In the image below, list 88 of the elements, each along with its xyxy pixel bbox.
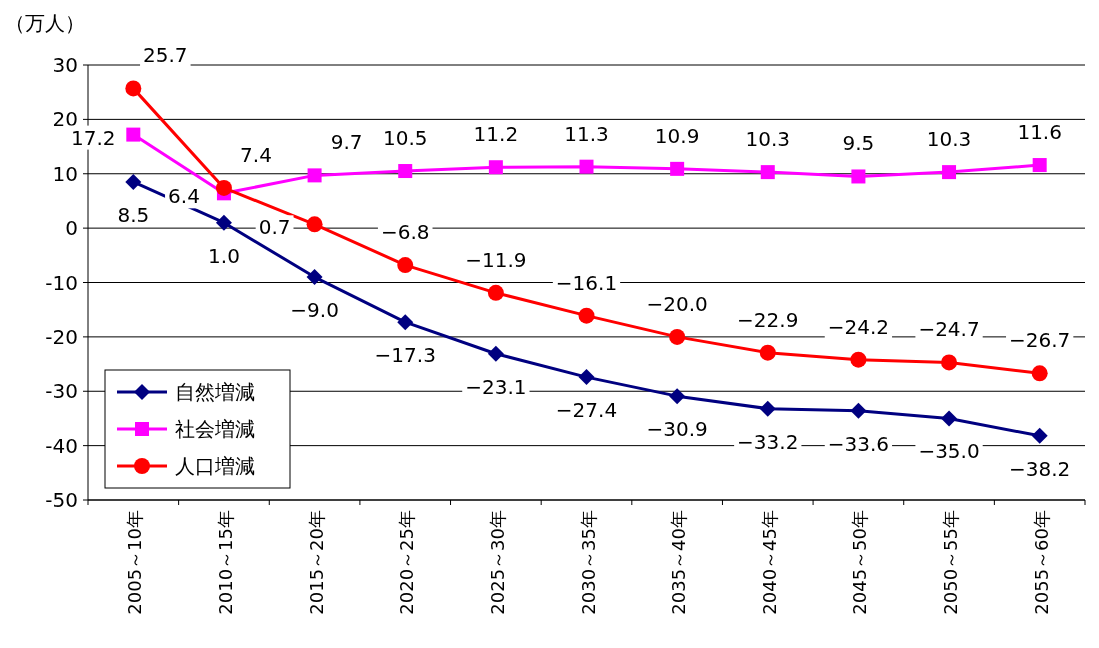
point bbox=[578, 369, 595, 386]
data-label: −26.7 bbox=[1009, 328, 1071, 353]
data-label: −33.6 bbox=[827, 431, 890, 456]
data-label: 9.5 bbox=[842, 131, 875, 156]
point bbox=[306, 269, 323, 286]
y-tick-label: -20 bbox=[45, 324, 78, 349]
data-label: −9.0 bbox=[290, 298, 339, 323]
data-label: 10.3 bbox=[926, 127, 972, 152]
data-label: −38.2 bbox=[1009, 456, 1071, 481]
data-label: 10.9 bbox=[654, 123, 700, 148]
point bbox=[669, 388, 686, 405]
data-label: −23.1 bbox=[465, 374, 527, 399]
y-tick-label: 10 bbox=[52, 161, 78, 186]
point bbox=[670, 161, 685, 176]
y-tick-label: -40 bbox=[45, 433, 78, 458]
point bbox=[851, 169, 866, 184]
point bbox=[578, 307, 595, 324]
x-tick-label: 2010～15年 bbox=[214, 510, 236, 615]
point bbox=[850, 351, 867, 368]
data-label: −33.2 bbox=[737, 429, 799, 454]
y-tick-label: -50 bbox=[45, 488, 78, 512]
y-axis-title: （万人） bbox=[5, 11, 85, 35]
point bbox=[398, 164, 413, 179]
point bbox=[669, 328, 686, 345]
legend-label: 自然増減 bbox=[175, 380, 255, 404]
x-tick-label: 2030～35年 bbox=[577, 510, 599, 615]
point bbox=[760, 165, 775, 180]
y-tick-label: 30 bbox=[52, 53, 78, 77]
data-label: −16.1 bbox=[555, 270, 618, 295]
data-label: 10.5 bbox=[382, 126, 428, 151]
data-label: 11.3 bbox=[564, 121, 609, 146]
point bbox=[488, 160, 503, 175]
data-label: 11.6 bbox=[1017, 120, 1062, 145]
point bbox=[487, 284, 504, 301]
data-label: −11.9 bbox=[465, 247, 527, 272]
data-label: 25.7 bbox=[143, 43, 188, 68]
point bbox=[941, 410, 958, 427]
point bbox=[215, 214, 232, 231]
data-label: −24.2 bbox=[827, 314, 890, 339]
point bbox=[397, 257, 414, 274]
point bbox=[397, 314, 414, 331]
legend-label: 社会増減 bbox=[175, 417, 255, 441]
point bbox=[306, 216, 323, 233]
data-label: −17.3 bbox=[374, 343, 436, 368]
x-tick-label: 2015～20年 bbox=[305, 510, 327, 615]
point bbox=[1031, 427, 1048, 444]
x-tick-label: 2045～50年 bbox=[849, 510, 871, 615]
data-label: −20.0 bbox=[646, 291, 708, 316]
point bbox=[487, 345, 504, 362]
point bbox=[1031, 365, 1048, 382]
data-label: 9.7 bbox=[330, 130, 363, 155]
data-label: 17.2 bbox=[71, 125, 116, 150]
point bbox=[942, 165, 957, 180]
data-label: 0.7 bbox=[258, 215, 291, 240]
data-label: −27.4 bbox=[555, 398, 618, 423]
x-tick-label: 2050～55年 bbox=[940, 510, 962, 615]
point bbox=[850, 402, 867, 419]
x-tick-label: 2055～60年 bbox=[1030, 510, 1052, 615]
point bbox=[941, 354, 958, 371]
data-label: −6.8 bbox=[380, 220, 430, 245]
point bbox=[126, 127, 141, 142]
x-tick-label: 2040～45年 bbox=[758, 510, 780, 615]
data-label: 10.3 bbox=[745, 127, 791, 152]
y-tick-label: -10 bbox=[45, 270, 78, 295]
point bbox=[125, 173, 142, 190]
point bbox=[125, 80, 142, 97]
point bbox=[759, 344, 776, 361]
legend-label: 人口増減 bbox=[175, 454, 255, 478]
data-label: −22.9 bbox=[737, 307, 799, 332]
point bbox=[579, 159, 594, 174]
point bbox=[1032, 158, 1047, 173]
data-label: −24.7 bbox=[918, 317, 980, 342]
data-label: −30.9 bbox=[646, 417, 708, 442]
data-label: 7.4 bbox=[240, 142, 272, 167]
x-tick-label: 2035～40年 bbox=[668, 510, 690, 615]
data-label: 1.0 bbox=[208, 243, 240, 268]
data-label: −35.0 bbox=[918, 439, 980, 464]
x-tick-label: 2020～25年 bbox=[396, 510, 418, 615]
y-tick-label: 0 bbox=[65, 216, 78, 241]
data-label: 11.2 bbox=[473, 122, 519, 147]
y-tick-label: -30 bbox=[45, 379, 78, 404]
point bbox=[307, 168, 322, 183]
data-label: 6.4 bbox=[168, 184, 200, 209]
point bbox=[759, 400, 776, 417]
data-label: 8.5 bbox=[117, 202, 150, 227]
point bbox=[215, 179, 232, 196]
x-tick-label: 2025～30年 bbox=[486, 510, 508, 615]
x-tick-label: 2005～10年 bbox=[124, 510, 146, 615]
